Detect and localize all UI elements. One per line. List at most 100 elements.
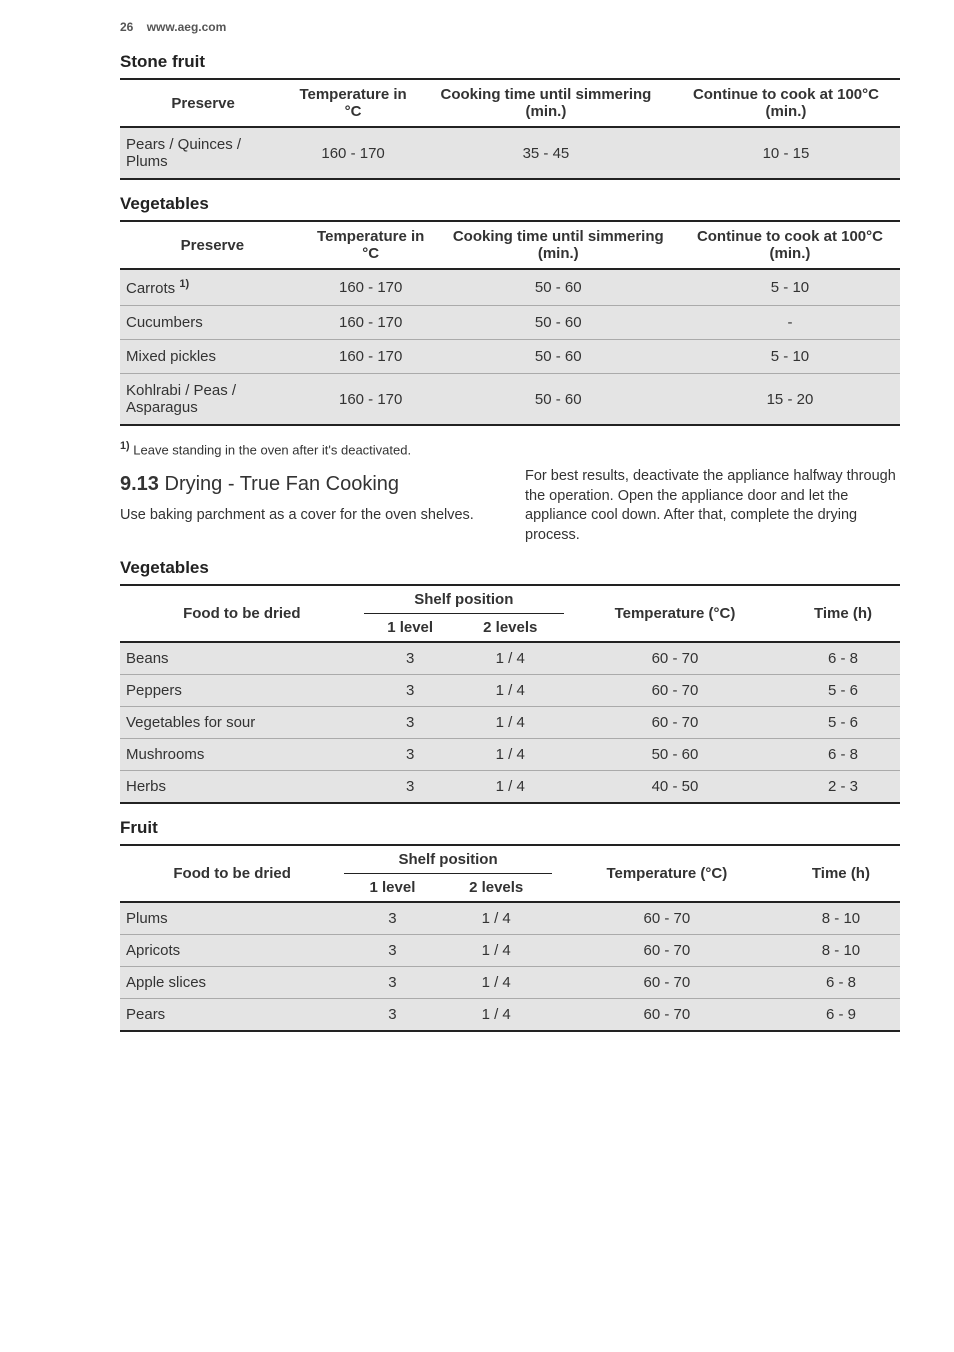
cell: 1 / 4 (457, 738, 564, 770)
col-temp: Temperature (°C) (552, 845, 782, 902)
table-row: Apricots 3 1 / 4 60 - 70 8 - 10 (120, 934, 900, 966)
col-1level: 1 level (344, 873, 440, 902)
cell: 160 - 170 (305, 340, 437, 374)
cell: 60 - 70 (564, 706, 786, 738)
cell: 5 - 10 (680, 340, 900, 374)
table-row: Mixed pickles 160 - 170 50 - 60 5 - 10 (120, 340, 900, 374)
cell: 3 (364, 706, 457, 738)
cell: 3 (344, 966, 440, 998)
table-row: Carrots 1) 160 - 170 50 - 60 5 - 10 (120, 269, 900, 306)
cell: Mushrooms (120, 738, 364, 770)
cell: 160 - 170 (305, 269, 437, 306)
drying-vegetables-title: Vegetables (120, 558, 900, 578)
section-913-right: For best results, deactivate the applian… (525, 467, 900, 545)
footnote: 1) Leave standing in the oven after it's… (120, 440, 900, 457)
section-913-right-para: For best results, deactivate the applian… (525, 467, 900, 545)
table-row: Pears / Quinces / Plums 160 - 170 35 - 4… (120, 127, 900, 179)
cell: Pears (120, 998, 344, 1031)
footnote-text: Leave standing in the oven after it's de… (130, 442, 411, 457)
cell: 1 / 4 (441, 966, 552, 998)
cell: 3 (344, 902, 440, 935)
cell: 5 - 10 (680, 269, 900, 306)
table-row: Mushrooms 3 1 / 4 50 - 60 6 - 8 (120, 738, 900, 770)
col-temp: Temperature in °C (286, 79, 420, 127)
cell: 2 - 3 (786, 770, 900, 803)
col-preserve: Preserve (120, 221, 305, 269)
table-row: Apple slices 3 1 / 4 60 - 70 6 - 8 (120, 966, 900, 998)
cell: 60 - 70 (552, 998, 782, 1031)
section-913: 9.13 Drying - True Fan Cooking Use bakin… (120, 467, 900, 545)
col-time: Time (h) (786, 585, 900, 642)
cell: 10 - 15 (672, 127, 900, 179)
cell: 3 (344, 934, 440, 966)
cell: 5 - 6 (786, 706, 900, 738)
cell: 50 - 60 (437, 340, 680, 374)
cell: 8 - 10 (782, 902, 900, 935)
cell: 1 / 4 (457, 706, 564, 738)
cell: 5 - 6 (786, 674, 900, 706)
cell: 3 (364, 642, 457, 675)
cell: 50 - 60 (437, 306, 680, 340)
page-number: 26 (120, 20, 133, 34)
cell: 6 - 9 (782, 998, 900, 1031)
stone-fruit-title: Stone fruit (120, 52, 900, 72)
cell: Cucumbers (120, 306, 305, 340)
cell: 60 - 70 (564, 674, 786, 706)
col-continue: Continue to cook at 100°C (min.) (672, 79, 900, 127)
col-food: Food to be dried (120, 845, 344, 902)
page: 26 www.aeg.com Stone fruit Preserve Temp… (0, 0, 954, 1086)
cell: 60 - 70 (552, 902, 782, 935)
footnote-marker: 1) (120, 440, 130, 452)
table-row: Peppers 3 1 / 4 60 - 70 5 - 6 (120, 674, 900, 706)
cell: 8 - 10 (782, 934, 900, 966)
cell: Pears / Quinces / Plums (120, 127, 286, 179)
table-row: Herbs 3 1 / 4 40 - 50 2 - 3 (120, 770, 900, 803)
drying-fruit-table: Food to be dried Shelf position Temperat… (120, 844, 900, 1032)
cell: 1 / 4 (441, 934, 552, 966)
drying-vegetables-table: Food to be dried Shelf position Temperat… (120, 584, 900, 804)
cell: 3 (364, 674, 457, 706)
cell: Carrots 1) (120, 269, 305, 306)
cell: Herbs (120, 770, 364, 803)
cell: 160 - 170 (305, 306, 437, 340)
cell: 1 / 4 (457, 674, 564, 706)
col-food: Food to be dried (120, 585, 364, 642)
cell: 1 / 4 (457, 770, 564, 803)
page-header: 26 www.aeg.com (120, 20, 900, 34)
cell: 60 - 70 (552, 966, 782, 998)
cell: 60 - 70 (552, 934, 782, 966)
cell: 50 - 60 (564, 738, 786, 770)
table-row: Beans 3 1 / 4 60 - 70 6 - 8 (120, 642, 900, 675)
table-row: Kohlrabi / Peas / Asparagus 160 - 170 50… (120, 374, 900, 426)
cell: 6 - 8 (786, 642, 900, 675)
cell: 1 / 4 (457, 642, 564, 675)
cell: 3 (344, 998, 440, 1031)
section-913-heading: 9.13 Drying - True Fan Cooking (120, 471, 495, 498)
header-url: www.aeg.com (147, 20, 227, 34)
stone-fruit-table: Preserve Temperature in °C Cooking time … (120, 78, 900, 180)
col-cooktime: Cooking time until simmering (min.) (420, 79, 672, 127)
col-2levels: 2 levels (457, 613, 564, 642)
section-913-left-para: Use baking parchment as a cover for the … (120, 506, 495, 526)
cell: Apple slices (120, 966, 344, 998)
cell: 160 - 170 (286, 127, 420, 179)
col-shelf: Shelf position (344, 845, 551, 874)
cell: 6 - 8 (782, 966, 900, 998)
cell: 35 - 45 (420, 127, 672, 179)
cell: Plums (120, 902, 344, 935)
cell: Beans (120, 642, 364, 675)
cell: Vegetables for sour (120, 706, 364, 738)
drying-fruit-title: Fruit (120, 818, 900, 838)
cell: 50 - 60 (437, 374, 680, 426)
cell: 40 - 50 (564, 770, 786, 803)
col-cooktime: Cooking time until simmering (min.) (437, 221, 680, 269)
col-preserve: Preserve (120, 79, 286, 127)
cell: 60 - 70 (564, 642, 786, 675)
table-row: Plums 3 1 / 4 60 - 70 8 - 10 (120, 902, 900, 935)
cell: Apricots (120, 934, 344, 966)
cell: - (680, 306, 900, 340)
table-row: Pears 3 1 / 4 60 - 70 6 - 9 (120, 998, 900, 1031)
col-continue: Continue to cook at 100°C (min.) (680, 221, 900, 269)
col-temp: Temperature in °C (305, 221, 437, 269)
cell: Mixed pickles (120, 340, 305, 374)
